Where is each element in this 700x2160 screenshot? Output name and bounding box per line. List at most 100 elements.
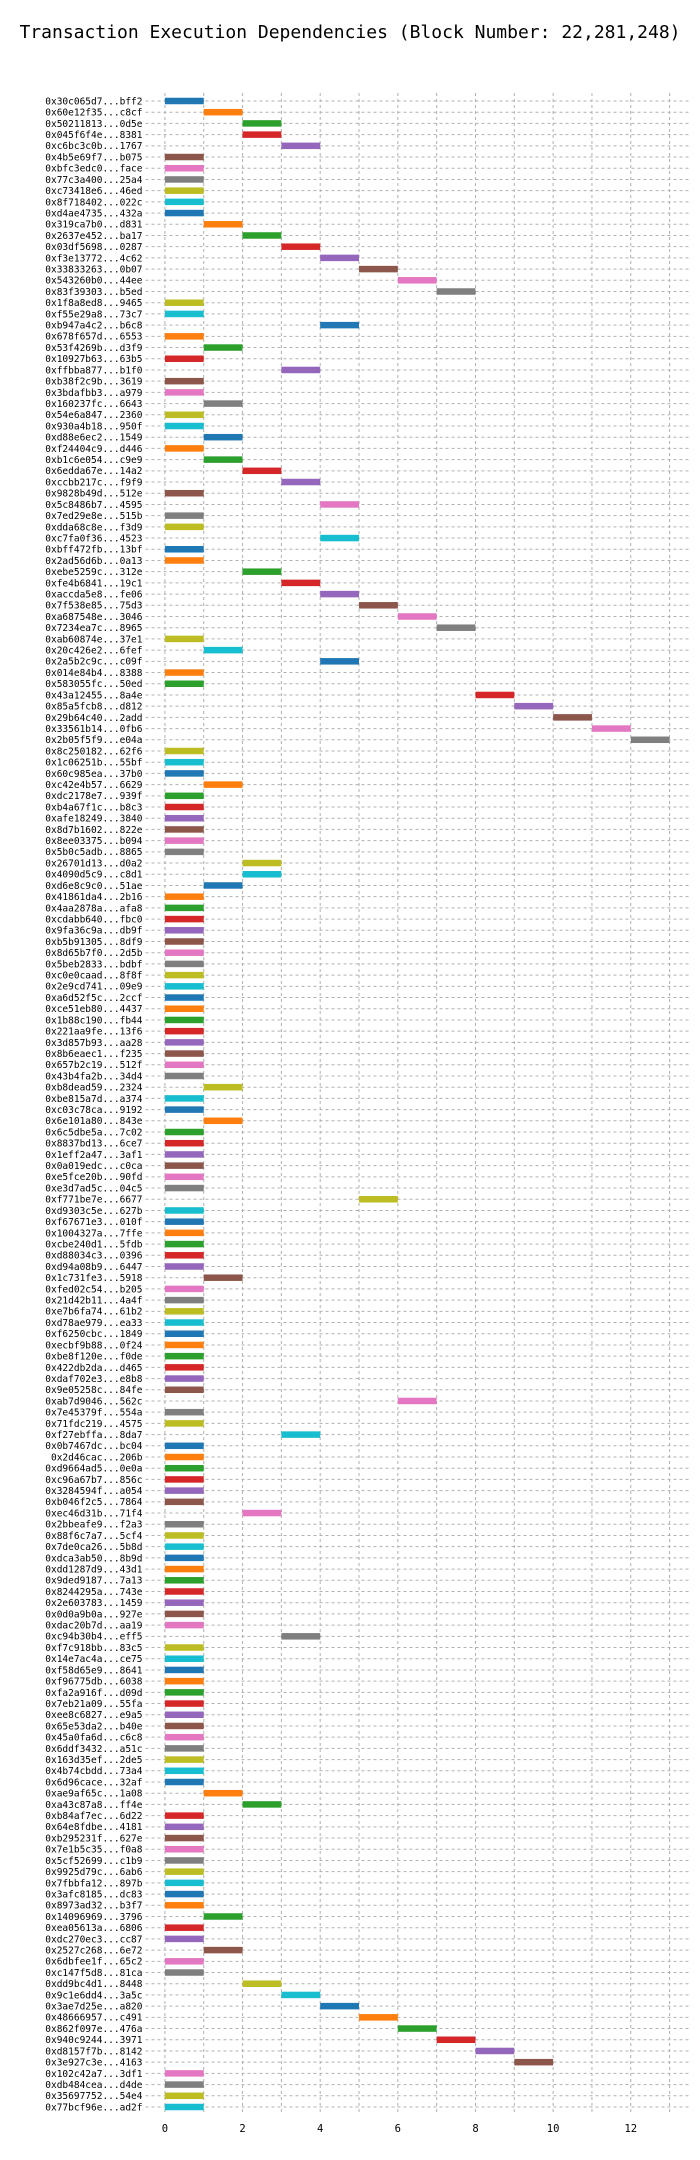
transaction-label: 0xdb484cea...d4de: [45, 2080, 143, 2091]
execution-bar: [203, 108, 243, 116]
transaction-label: 0xccbb217c...f9f9: [45, 477, 143, 488]
transaction-label: 0xecbf9b88...0f24: [45, 1340, 143, 1351]
transaction-label: 0x50211813...0d5e: [45, 119, 143, 130]
execution-bar: [397, 277, 437, 284]
execution-bar: [203, 781, 243, 788]
transaction-label: 0xd94a08b9...6447: [45, 1262, 142, 1273]
execution-bar: [164, 1969, 204, 1976]
execution-bar: [164, 1442, 204, 1450]
transaction-label: 0xbff472fb...13bf: [45, 545, 142, 556]
transaction-label: 0x0b7467dc...bc04: [45, 1441, 143, 1452]
transaction-label: 0x657b2c19...512f: [45, 1060, 142, 1071]
transaction-label: 0xbe815a7d...a374: [45, 1094, 143, 1105]
execution-bar: [164, 512, 204, 519]
transaction-label: 0xc42e4b57...6629: [45, 780, 143, 791]
execution-bar: [164, 1722, 204, 1730]
execution-bar: [397, 1397, 437, 1405]
execution-bar: [359, 1196, 398, 1203]
transaction-label: 0x3284594f...a054: [45, 1486, 143, 1497]
execution-bar: [164, 1610, 204, 1618]
transaction-label: 0xb84af7ec...6d22: [45, 1811, 142, 1822]
transaction-label: 0xb4a67f1c...b8c3: [45, 802, 142, 813]
x-tick-label: 10: [547, 2123, 560, 2135]
execution-bar: [164, 1823, 204, 1831]
execution-bar: [242, 1801, 282, 1808]
transaction-label: 0x9925d79c...6ab6: [45, 1867, 143, 1878]
execution-bar: [164, 826, 204, 833]
transaction-label: 0x3ae7d25e...a820: [45, 2002, 143, 2013]
transaction-label: 0x10927b63...63b5: [45, 354, 142, 365]
transaction-label: 0x8973ad32...b3f7: [45, 1901, 142, 1912]
transaction-label: 0x8b6eaec1...f235: [45, 1049, 142, 1060]
transaction-label: 0x48666957...c491: [45, 2013, 143, 2024]
execution-bar: [164, 523, 204, 531]
execution-bar: [164, 960, 204, 968]
transaction-label: 0x1f8a8ed8...9465: [45, 298, 142, 309]
transaction-label: 0xab7d9046...562c: [45, 1396, 142, 1407]
execution-bar: [164, 1296, 204, 1304]
execution-bar: [164, 1476, 204, 1483]
transaction-label: 0x7234ea7c...8965: [45, 623, 142, 634]
execution-bar: [281, 1431, 321, 1438]
execution-bar: [359, 602, 398, 609]
execution-bar: [164, 1453, 204, 1461]
execution-bar: [203, 221, 243, 228]
transaction-label: 0x35697752...54e4: [45, 2091, 143, 2102]
transaction-label: 0xc03c78ca...9192: [45, 1105, 142, 1116]
execution-bar: [359, 265, 398, 273]
transaction-label: 0xb1c6e054...c9e9: [45, 455, 143, 466]
execution-bar: [203, 1274, 243, 1281]
transaction-label: 0xdd1287d9...43d1: [45, 1564, 143, 1575]
execution-bar: [164, 938, 204, 945]
transaction-label: 0xd8157f7b...8142: [45, 2046, 142, 2057]
x-tick-label: 12: [624, 2123, 637, 2135]
transaction-label: 0x583055fc...50ed: [45, 679, 142, 690]
transaction-label: 0x8f718402...022c: [45, 197, 142, 208]
execution-bar: [164, 1184, 204, 1192]
transaction-label: 0x7ed29e8e...515b: [45, 511, 143, 522]
transaction-label: 0x2527c268...6e72: [45, 1946, 142, 1957]
transaction-label: 0x9e05258c...84fe: [45, 1385, 143, 1396]
transaction-label: 0x9c1e6dd4...3a5c: [45, 1990, 142, 2001]
transaction-label: 0xa6d52f5c...2ccf: [45, 993, 142, 1004]
execution-bar: [164, 198, 204, 206]
transaction-label: 0xb295231f...627e: [45, 1833, 143, 1844]
transaction-label: 0xec46d31b...71f4: [45, 1508, 143, 1519]
execution-bar: [164, 389, 204, 396]
execution-bar: [164, 1352, 204, 1360]
execution-bar: [164, 971, 204, 979]
execution-bar: [281, 142, 321, 150]
execution-bar: [203, 646, 243, 654]
transaction-label: 0xf67671e3...010f: [45, 1217, 142, 1228]
transaction-label: 0x33561b14...0fb6: [45, 724, 143, 735]
execution-bar: [164, 2081, 204, 2088]
execution-bar: [164, 904, 204, 912]
transaction-label: 0x60e12f35...c8cf: [45, 108, 142, 119]
transaction-label: 0x6d96cace...32af: [45, 1777, 142, 1788]
transaction-label: 0x26701d13...d0a2: [45, 858, 142, 869]
transaction-label: 0x2d46cac...206b: [51, 1452, 143, 1463]
execution-bar: [203, 1083, 243, 1091]
execution-bar: [164, 1677, 204, 1685]
execution-bar: [164, 803, 204, 811]
execution-bar: [320, 2002, 360, 2010]
execution-bar: [164, 1577, 204, 1584]
transaction-label: 0x4b74cbdd...73a4: [45, 1766, 143, 1777]
execution-bar: [164, 1812, 204, 1819]
execution-bar: [203, 1913, 243, 1920]
execution-bar: [397, 613, 437, 620]
execution-bar: [164, 1464, 204, 1472]
execution-bar: [164, 2103, 204, 2111]
execution-bar: [164, 1521, 204, 1528]
execution-bar: [164, 1173, 204, 1181]
execution-bar: [436, 288, 476, 295]
transaction-label: 0x6e101a80...843e: [45, 1116, 143, 1127]
transaction-label: 0x319ca7b0...d831: [45, 220, 143, 231]
execution-bar: [164, 1106, 204, 1113]
transaction-label: 0x2bbeafe9...f2a3: [45, 1520, 142, 1531]
execution-bar: [164, 1207, 204, 1214]
transaction-label: 0x3afc8185...dc83: [45, 1889, 142, 1900]
execution-bar: [242, 1509, 282, 1517]
execution-bar: [164, 1700, 204, 1707]
